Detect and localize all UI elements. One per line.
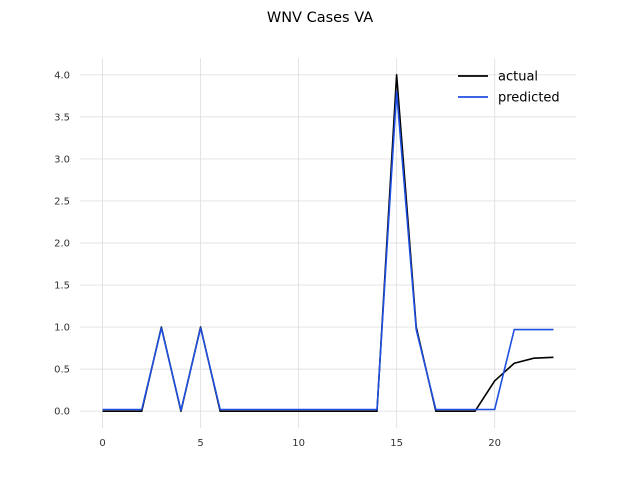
chart-title: WNV Cases VA [267, 10, 373, 26]
series-layer [102, 74, 554, 412]
legend-label-predicted: predicted [498, 91, 560, 106]
y-tick-label: 1.5 [54, 281, 70, 292]
y-tick-label: 2.5 [54, 196, 70, 207]
grid-layer [80, 58, 576, 428]
y-tick-label: 4.0 [54, 70, 70, 81]
y-tick-label: 1.0 [54, 323, 70, 334]
x-tick-label: 20 [488, 438, 501, 449]
y-tick-label: 2.0 [54, 239, 70, 250]
y-tick-label: 0.0 [54, 407, 70, 418]
x-tick-label: 5 [197, 438, 203, 449]
y-tick-label: 0.5 [54, 365, 70, 376]
x-tick-label: 15 [390, 438, 403, 449]
series-line-predicted [102, 90, 554, 412]
y-tick-label: 3.0 [54, 154, 70, 165]
legend-label-actual: actual [498, 70, 538, 85]
legend: actual predicted [458, 70, 560, 106]
y-tick-label: 3.5 [54, 112, 70, 123]
tick-layer: 0.0 0.5 1.0 1.5 2.0 2.5 3.0 3.5 4.0 0 5 10 15 20 [54, 70, 501, 449]
x-tick-label: 0 [99, 438, 105, 449]
x-tick-label: 10 [292, 438, 305, 449]
